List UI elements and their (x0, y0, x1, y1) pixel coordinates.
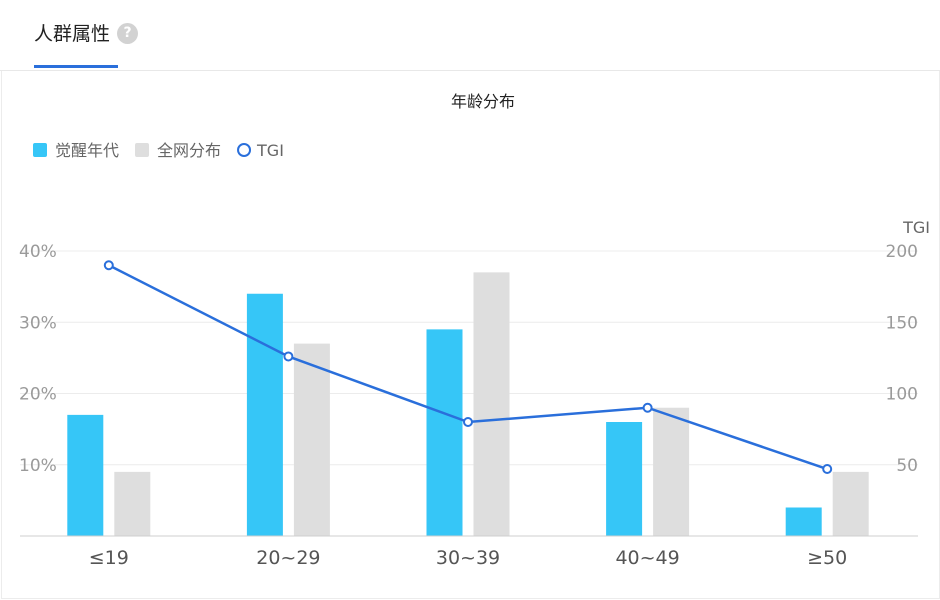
y-right-tick-label: 150 (886, 313, 918, 333)
x-tick-label: 20~29 (256, 547, 320, 569)
active-tab-indicator (34, 65, 118, 68)
y-left-tick-label: 30% (19, 313, 57, 333)
legend-label-0: 觉醒年代 (55, 141, 119, 160)
y-right-tick-label: 100 (886, 385, 918, 405)
legend-line-marker (237, 143, 252, 157)
tab-audience-attributes[interactable]: 人群属性 ? (34, 20, 139, 68)
chart-title: 年龄分布 (451, 92, 515, 111)
tgi-point (642, 402, 653, 413)
tgi-point (822, 464, 833, 475)
chart-grid (20, 250, 918, 466)
bar-series-b (653, 407, 690, 536)
y-right-tick-label: 50 (896, 456, 918, 476)
bar-series-a (426, 329, 463, 536)
question-circle-icon[interactable]: ? (117, 23, 139, 44)
x-tick-label: ≤19 (89, 547, 129, 569)
tgi-polyline (108, 264, 828, 471)
bar-series-a (67, 414, 104, 536)
y-left-tick-label: 10% (19, 456, 57, 476)
bars (67, 272, 869, 536)
bar-series-a (785, 507, 822, 536)
x-tick-label: 40~49 (615, 547, 679, 569)
bar-series-b (114, 471, 151, 536)
legend-swatch-1 (135, 143, 150, 157)
bar-series-a (606, 422, 643, 536)
bar-series-a (246, 293, 283, 536)
tab-title: 人群属性 (34, 23, 111, 45)
tgi-line (103, 260, 833, 475)
legend-swatch-0 (33, 143, 47, 157)
tgi-point (103, 260, 114, 271)
tab-bar: 人群属性 ? (0, 0, 940, 71)
y-left-tick-label: 20% (19, 385, 57, 405)
x-tick-label: 30~39 (436, 547, 500, 569)
tgi-point (283, 351, 294, 362)
y-right-axis-title: TGI (902, 218, 930, 237)
bar-series-b (473, 272, 510, 536)
y-right-tick-label: 200 (886, 242, 918, 262)
legend-label-1: 全网分布 (157, 141, 221, 160)
bar-series-b (293, 343, 330, 536)
legend-label-tgi: TGI (256, 141, 284, 160)
y-left-tick-label: 40% (19, 242, 57, 262)
axes: 10% 20% 30% 40% 50 100 150 200 TGI ≤19 20~29 30~39 4… (19, 218, 930, 569)
bar-series-b (832, 471, 869, 536)
chart-legend: 觉醒年代 全网分布 TGI (33, 141, 284, 160)
x-tick-label: ≥50 (807, 547, 847, 569)
tgi-point (463, 417, 473, 427)
